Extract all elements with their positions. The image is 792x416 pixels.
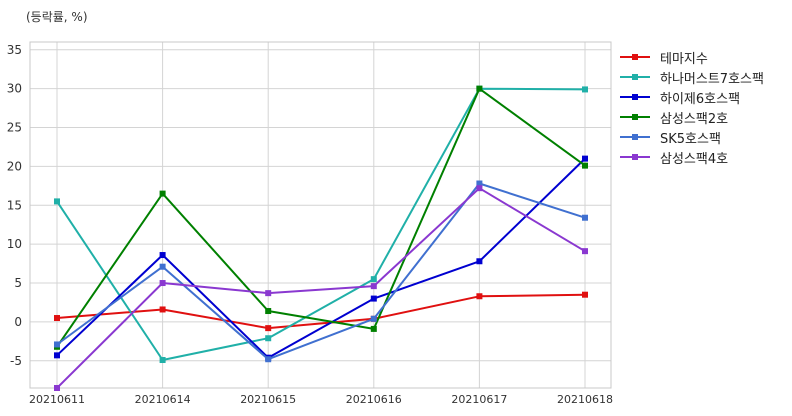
legend-swatch-icon [618, 71, 652, 83]
y-tick-label: 15 [7, 198, 22, 212]
series-line [56, 293, 586, 330]
x-tick-label: 20210618 [557, 393, 613, 406]
data-point-marker [370, 315, 377, 322]
legend-item: 하이제6호스팩 [618, 87, 764, 107]
data-point-marker [159, 252, 166, 259]
data-point-marker [54, 315, 60, 322]
data-point-marker [159, 263, 166, 270]
data-point-marker [159, 190, 166, 197]
series-line [56, 157, 586, 359]
data-point-marker [582, 162, 588, 169]
legend-item: 하나머스트7호스팩 [618, 67, 764, 87]
x-tick-label: 20210611 [29, 393, 85, 406]
y-tick-label: 20 [7, 159, 22, 173]
data-point-marker [265, 290, 272, 297]
y-tick-label: 0 [14, 315, 22, 329]
data-point-marker [476, 185, 483, 192]
legend-swatch-icon [618, 91, 652, 103]
y-tick-label: 30 [7, 82, 22, 96]
plot-border [29, 41, 612, 389]
legend-swatch-icon [618, 131, 652, 143]
data-point-marker [582, 155, 588, 162]
y-tick-label: 5 [14, 276, 22, 290]
y-tick-label: 25 [7, 121, 22, 135]
data-point-marker [476, 180, 483, 187]
x-tick-label: 20210614 [135, 393, 191, 406]
data-point-marker [370, 283, 377, 290]
legend-swatch-icon [618, 111, 652, 123]
data-point-marker [370, 276, 377, 283]
series-line [56, 87, 586, 348]
data-point-marker [582, 214, 588, 221]
series-line [56, 182, 586, 361]
legend-item: 테마지수 [618, 47, 764, 67]
legend-swatch-icon [618, 51, 652, 63]
data-point-marker [159, 306, 166, 313]
plot-area [30, 42, 611, 388]
data-point-marker [370, 325, 377, 332]
y-tick-label: 10 [7, 237, 22, 251]
data-point-marker [265, 356, 272, 363]
data-point-marker [54, 352, 60, 359]
legend-label: 테마지수 [660, 51, 708, 67]
data-point-marker [265, 335, 272, 342]
legend-item: 삼성스팩4호 [618, 147, 764, 167]
legend-swatch-icon [618, 151, 652, 163]
x-tick-label: 20210615 [240, 393, 296, 406]
data-point-marker [54, 341, 60, 348]
data-point-marker [159, 357, 166, 364]
legend-label: SK5호스팩 [660, 131, 721, 147]
legend-label: 하나머스트7호스팩 [660, 71, 764, 87]
data-point-marker [159, 280, 166, 287]
y-tick-label: -5 [10, 354, 22, 368]
legend-label: 하이제6호스팩 [660, 91, 741, 107]
series-line [56, 87, 586, 361]
data-point-marker [54, 198, 60, 205]
data-point-marker [582, 248, 588, 255]
x-tick-label: 20210616 [346, 393, 402, 406]
series-line [56, 187, 586, 389]
data-point-marker [582, 86, 588, 93]
data-point-marker [265, 325, 272, 332]
x-tick-label: 20210617 [451, 393, 507, 406]
legend-item: SK5호스팩 [618, 127, 764, 147]
data-point-marker [476, 293, 483, 300]
data-point-marker [476, 258, 483, 265]
data-point-marker [265, 308, 272, 315]
data-point-marker [582, 291, 588, 298]
legend-label: 삼성스팩4호 [660, 151, 729, 167]
data-point-marker [54, 385, 60, 391]
y-unit-label: (등락률, %) [26, 10, 88, 24]
y-tick-label: 35 [7, 43, 22, 57]
legend-label: 삼성스팩2호 [660, 111, 729, 127]
legend-item: 삼성스팩2호 [618, 107, 764, 127]
data-point-marker [476, 85, 483, 92]
data-point-marker [370, 295, 377, 302]
